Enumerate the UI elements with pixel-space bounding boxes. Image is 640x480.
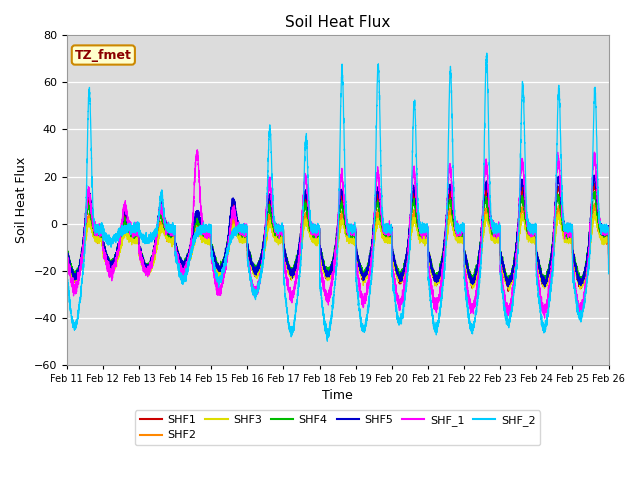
SHF1 [319, 261, 327, 267]
SHF_2 [63, 268, 70, 274]
SHF2 [63, 251, 70, 257]
SHF5 [590, 172, 598, 178]
SHF5 [582, 266, 589, 272]
SHF2 [591, 201, 599, 206]
SHF5 [319, 259, 327, 264]
SHF5 [247, 258, 255, 264]
SHF1 [474, 260, 482, 266]
SHF5 [474, 259, 482, 265]
SHF3 [319, 262, 327, 268]
Text: TZ_fmet: TZ_fmet [75, 48, 132, 61]
SHF_2 [247, 276, 255, 281]
SHF_2 [474, 296, 482, 301]
SHF3 [63, 251, 70, 256]
SHF1 [504, 288, 512, 294]
SHF4 [319, 258, 327, 264]
SHF_1 [582, 285, 589, 290]
SHF2 [459, 235, 467, 240]
SHF_2 [605, 271, 612, 276]
Line: SHF_1: SHF_1 [67, 150, 609, 318]
SHF4 [459, 232, 467, 238]
SHF_2 [483, 50, 491, 56]
Line: SHF4: SHF4 [67, 192, 609, 284]
SHF3 [575, 280, 583, 286]
SHF1 [247, 263, 255, 269]
SHF4 [474, 257, 482, 263]
SHF3 [591, 209, 599, 215]
SHF1 [590, 180, 598, 186]
SHF4 [540, 281, 548, 287]
SHF_2 [323, 338, 331, 344]
SHF1 [459, 230, 467, 236]
SHF5 [504, 284, 512, 290]
SHF3 [582, 267, 589, 273]
SHF4 [591, 189, 598, 194]
SHF3 [459, 235, 467, 241]
SHF4 [575, 274, 583, 280]
SHF2 [474, 266, 482, 272]
SHF4 [63, 248, 70, 253]
SHF_1 [319, 287, 327, 292]
SHF_2 [459, 226, 467, 232]
SHF4 [582, 264, 589, 269]
SHF_2 [319, 312, 327, 318]
Line: SHF5: SHF5 [67, 175, 609, 287]
SHF_1 [459, 230, 467, 236]
SHF2 [575, 273, 583, 279]
SHF5 [605, 251, 612, 257]
SHF_2 [582, 289, 589, 295]
Line: SHF2: SHF2 [67, 204, 609, 287]
SHF2 [319, 264, 327, 269]
SHF2 [247, 259, 255, 264]
SHF4 [605, 250, 612, 256]
SHF5 [459, 231, 467, 237]
SHF2 [577, 284, 585, 289]
SHF5 [63, 243, 70, 249]
SHF_1 [474, 275, 482, 281]
SHF_1 [605, 261, 612, 267]
SHF5 [575, 281, 583, 287]
Line: SHF_2: SHF_2 [67, 53, 609, 341]
SHF_1 [541, 315, 548, 321]
SHF_1 [575, 306, 583, 312]
SHF1 [582, 267, 589, 273]
SHF3 [474, 266, 482, 272]
Line: SHF3: SHF3 [67, 212, 609, 290]
SHF2 [605, 255, 612, 261]
SHF4 [247, 260, 255, 266]
SHF3 [605, 254, 612, 260]
Legend: SHF1, SHF2, SHF3, SHF4, SHF5, SHF_1, SHF_2: SHF1, SHF2, SHF3, SHF4, SHF5, SHF_1, SHF… [135, 410, 540, 445]
X-axis label: Time: Time [323, 389, 353, 402]
SHF2 [582, 270, 589, 276]
SHF_1 [63, 253, 70, 259]
SHF3 [247, 265, 255, 271]
SHF_1 [193, 147, 201, 153]
Y-axis label: Soil Heat Flux: Soil Heat Flux [15, 157, 28, 243]
SHF1 [63, 249, 70, 254]
SHF_2 [575, 313, 583, 319]
SHF1 [575, 281, 583, 287]
Title: Soil Heat Flux: Soil Heat Flux [285, 15, 390, 30]
SHF1 [605, 252, 612, 258]
SHF3 [506, 288, 513, 293]
SHF_1 [247, 276, 255, 282]
Line: SHF1: SHF1 [67, 183, 609, 291]
